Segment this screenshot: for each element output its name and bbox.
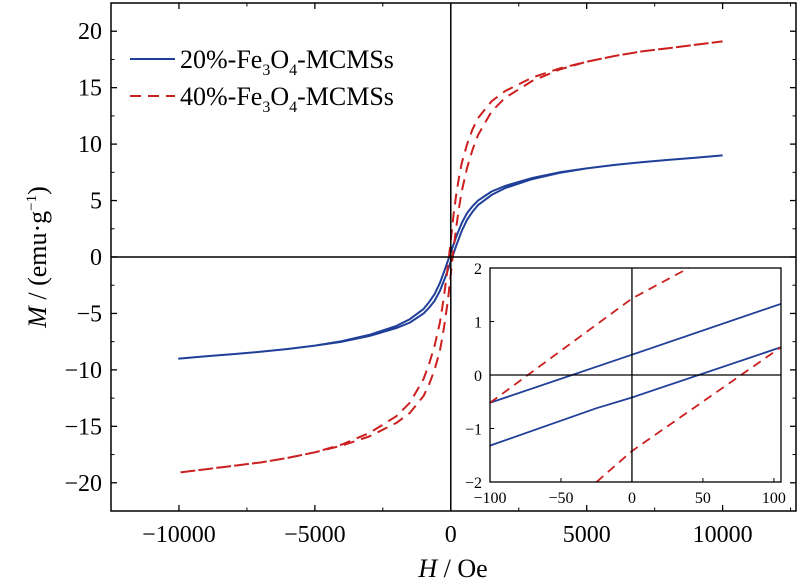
main-y-tick-label: −20	[64, 471, 102, 497]
main-y-tick-label: −5	[76, 301, 102, 327]
main-x-tick-label: 0	[445, 522, 457, 548]
legend-20pct-sub-4: 4	[289, 62, 297, 79]
series-line-40pct-fe3o4-mcmss	[178, 40, 723, 474]
legend-40pct-part-b: -MCMSs	[297, 82, 394, 111]
main-y-tick-label: 10	[78, 132, 102, 158]
legend-40pct-part-o: O	[270, 82, 289, 111]
x-axis-title: H / Oe	[417, 554, 487, 583]
legend-20pct-sub-3: 3	[262, 62, 270, 79]
inset-y-tick-label: 1	[474, 315, 482, 332]
inset-y-tick-label: −1	[465, 422, 482, 439]
series-line-20pct-fe3o4-mcmss	[178, 154, 723, 360]
x-axis-symbol: H	[417, 554, 438, 583]
inset-y-tick-label: 0	[474, 368, 482, 385]
inset-series-line-20pct-fe3o4-mcmss-branch-2	[490, 346, 781, 447]
y-axis-symbol: M	[23, 305, 52, 329]
main-x-tick-label: −5000	[284, 522, 346, 548]
legend-label-20pct: 20%-Fe3O4-MCMSs	[180, 45, 394, 79]
main-y-tick-label: 5	[90, 189, 102, 215]
legend-20pct-part-a: 20%-Fe	[180, 45, 262, 74]
inset-axes-layer: −100 −50 0 50 100 −2 −1 0 1 2	[465, 261, 786, 507]
legend-40pct-sub-4: 4	[289, 99, 297, 116]
main-y-tick-label: −15	[64, 414, 102, 440]
inset-x-tick-label: −50	[548, 490, 573, 507]
main-series-layer	[178, 40, 723, 474]
main-x-tick-label: 10000	[693, 522, 753, 548]
y-axis-unit-close: )	[23, 186, 52, 195]
main-y-tick-label: 20	[78, 19, 102, 45]
inset-x-tick-label: 100	[762, 490, 786, 507]
legend-40pct-sub-3: 3	[262, 99, 270, 116]
legend-label-40pct: 40%-Fe3O4-MCMSs	[180, 82, 394, 116]
inset-x-tick-label: −100	[473, 490, 506, 507]
x-axis-unit: / Oe	[437, 554, 488, 583]
legend-40pct-part-a: 40%-Fe	[180, 82, 262, 111]
main-x-tick-label: 5000	[563, 522, 611, 548]
main-y-tick-label: −10	[64, 358, 102, 384]
inset-y-tick-label: 2	[474, 261, 482, 278]
legend: 20%-Fe3O4-MCMSs 40%-Fe3O4-MCMSs	[130, 45, 394, 116]
inset-x-tick-label: 50	[695, 490, 711, 507]
legend-20pct-part-o: O	[270, 45, 289, 74]
main-y-tick-label: 0	[90, 245, 102, 271]
main-x-tick-label: −10000	[142, 522, 216, 548]
y-axis-title: M / (emu·g−1)	[23, 186, 52, 329]
y-axis-unit-sup: −1	[24, 195, 40, 211]
legend-20pct-part-b: -MCMSs	[297, 45, 394, 74]
y-axis-unit: / (emu·g	[23, 211, 52, 306]
main-y-tick-label: 15	[78, 76, 102, 102]
inset-frame	[489, 267, 782, 483]
inset-x-tick-label: 0	[628, 490, 636, 507]
inset-y-tick-label: −2	[465, 475, 482, 492]
